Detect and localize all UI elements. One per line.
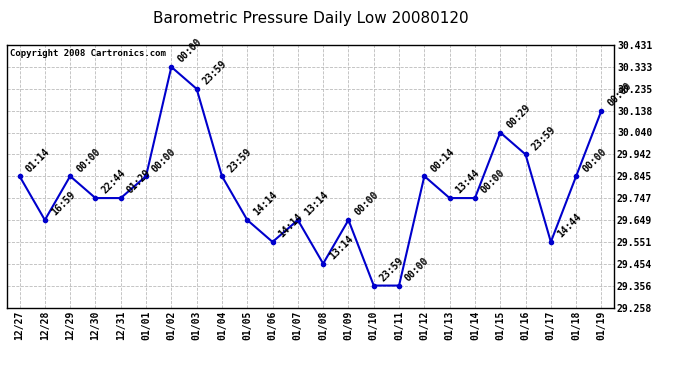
Text: 14:14: 14:14	[277, 212, 304, 240]
Text: 00:00: 00:00	[479, 168, 507, 196]
Text: 00:00: 00:00	[353, 190, 380, 218]
Text: 13:14: 13:14	[327, 234, 355, 261]
Text: Copyright 2008 Cartronics.com: Copyright 2008 Cartronics.com	[10, 49, 166, 58]
Text: Barometric Pressure Daily Low 20080120: Barometric Pressure Daily Low 20080120	[152, 11, 469, 26]
Text: 23:59: 23:59	[378, 255, 406, 284]
Text: 01:14: 01:14	[23, 146, 52, 174]
Text: 00:00: 00:00	[580, 146, 608, 174]
Text: 14:44: 14:44	[555, 212, 583, 240]
Text: 22:44: 22:44	[99, 168, 128, 196]
Text: 23:59: 23:59	[226, 146, 254, 174]
Text: 23:59: 23:59	[201, 59, 228, 87]
Text: 13:14: 13:14	[302, 190, 330, 218]
Text: 00:14: 00:14	[428, 146, 456, 174]
Text: 00:29: 00:29	[504, 102, 532, 130]
Text: 01:29: 01:29	[125, 168, 152, 196]
Text: 00:00: 00:00	[75, 146, 102, 174]
Text: 16:59: 16:59	[49, 190, 77, 218]
Text: 00:00: 00:00	[403, 255, 431, 284]
Text: 00:00: 00:00	[150, 146, 178, 174]
Text: 13:44: 13:44	[454, 168, 482, 196]
Text: 14:14: 14:14	[251, 190, 279, 218]
Text: 00:00: 00:00	[175, 37, 204, 65]
Text: 00:00: 00:00	[606, 81, 633, 108]
Text: 23:59: 23:59	[530, 124, 558, 152]
